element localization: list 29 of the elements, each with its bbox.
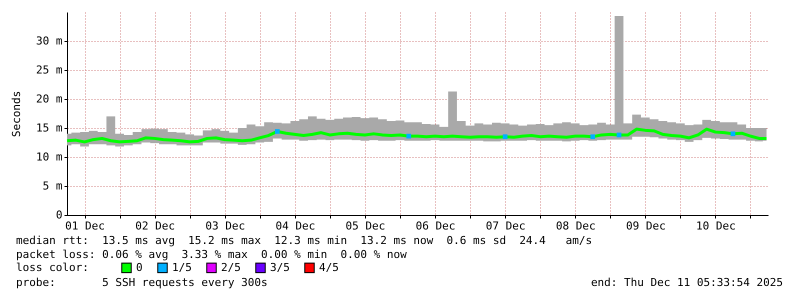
y-tick-label: 20 m [36,92,63,106]
y-tick-label: 5 m [42,180,63,192]
x-tick-label: 03 Dec [205,220,246,232]
legend-title: loss color: [16,261,89,274]
x-tick-label: 06 Dec [416,220,456,232]
y-tick-label: 25 m [36,64,63,76]
x-tick-label: 02 Dec [135,220,175,232]
legend-label: 0 [136,260,143,274]
text: probe: 5 SSH requests every 300s [16,276,268,289]
y-tick-label: 10 m [36,150,63,164]
x-tick-label: 07 Dec [486,220,526,232]
x-tick-label: 01 Dec [65,220,105,232]
legend-label: 1/5 [172,260,192,274]
text: end: Thu Dec 11 05:33:54 2025 [590,276,783,289]
x-tick-label: 10 Dec [696,220,736,232]
y-axis-title: Seconds [10,90,24,138]
legend-label: 4/5 [319,260,339,274]
text: median rtt: 13.5 ms avg 15.2 ms max 12.3 ms min 13.2 ms now 0.6 ms sd 24.4 am/s [16,234,592,247]
text: packet loss: 0.06 % avg 3.33 % max 0.00 % min 0.00 % now [16,248,408,261]
y-tick-label: 30 m [36,34,63,48]
x-tick-label: 09 Dec [626,220,666,232]
legend-label: 3/5 [270,260,290,274]
x-tick-label: 05 Dec [346,220,386,232]
y-tick-label: 0 [56,208,62,222]
x-tick-label: 04 Dec [275,220,316,232]
x-tick-label: 08 Dec [556,220,596,232]
legend-label: 2/5 [221,260,241,274]
line-series [66,128,768,144]
y-tick-label: 15 m [36,122,63,134]
